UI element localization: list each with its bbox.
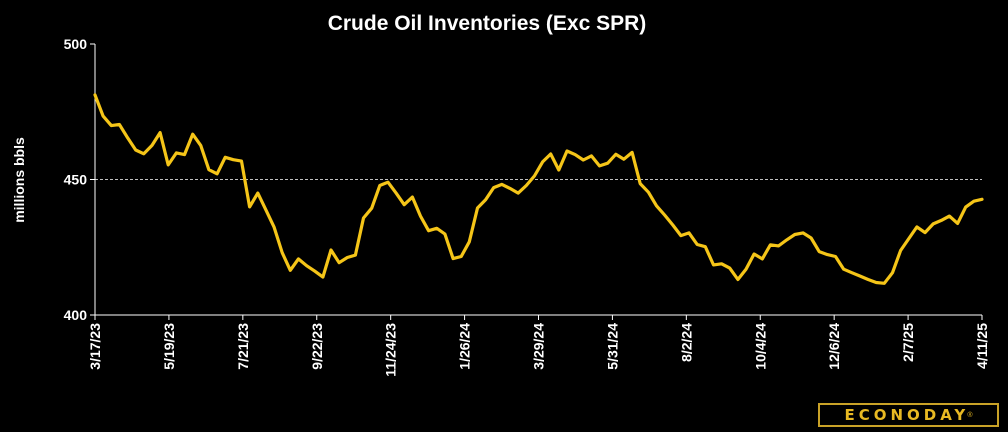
x-tick-label: 4/11/25 — [974, 323, 990, 369]
y-tick-label: 400 — [64, 307, 88, 323]
x-tick-label: 11/24/23 — [383, 323, 399, 377]
y-ticks: 400 450 500 — [64, 36, 95, 323]
y-axis-label: millions bbls — [11, 137, 27, 223]
y-tick-label: 450 — [64, 172, 88, 188]
x-tick-label: 5/31/24 — [604, 323, 620, 370]
x-tick-label: 1/26/24 — [457, 323, 473, 370]
logo-text: ECONODAY — [844, 406, 970, 424]
x-tick-label: 2/7/25 — [900, 323, 916, 362]
econoday-logo: ECONODAY ® — [818, 403, 999, 427]
axes — [94, 44, 982, 316]
chart-title: Crude Oil Inventories (Exc SPR) — [328, 12, 647, 35]
x-tick-label: 9/22/23 — [309, 323, 325, 370]
y-tick-label: 500 — [64, 36, 88, 52]
registered-mark: ® — [967, 411, 973, 419]
x-tick-label: 3/17/23 — [87, 323, 103, 370]
x-tick-label: 10/4/24 — [752, 323, 768, 370]
x-tick-label: 3/29/24 — [531, 323, 547, 370]
x-tick-label: 5/19/23 — [161, 323, 177, 370]
series-group — [93, 93, 984, 285]
x-tick-label: 8/2/24 — [678, 323, 694, 362]
x-tick-label: 7/21/23 — [235, 323, 251, 370]
x-tick-label: 12/6/24 — [826, 323, 842, 370]
series-line — [93, 93, 984, 285]
x-ticks: 3/17/23 5/19/23 7/21/23 9/22/23 11/24/23 1/26… — [87, 315, 990, 377]
